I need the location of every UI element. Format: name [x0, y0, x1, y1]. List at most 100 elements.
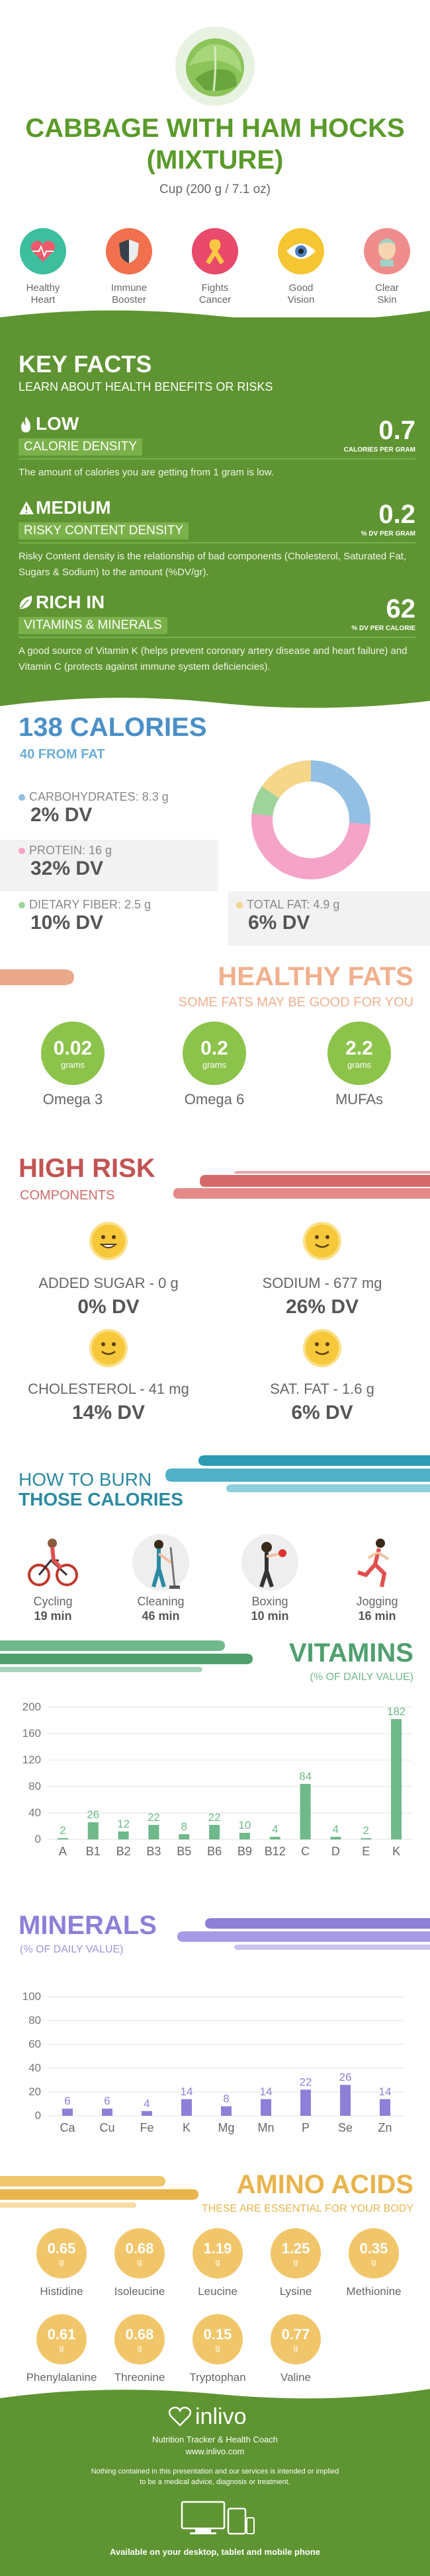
amino-unit: g	[371, 2257, 376, 2267]
amino-unit: g	[59, 2343, 64, 2353]
heart-icon	[20, 228, 66, 274]
amino-item: 0.65 g Histidine	[22, 2228, 101, 2298]
calories-title: 138 CALORIES	[19, 713, 207, 742]
amino-value-badge: 0.61 g	[36, 2314, 87, 2364]
fats-title: HEALTHY FATS	[218, 962, 413, 991]
risk-title: HIGH RISK	[19, 1154, 155, 1183]
y-tick-label: 80	[28, 2014, 41, 2027]
amino-banner-stripe	[0, 2176, 198, 2208]
bar-value-label: 10	[238, 1819, 251, 1831]
y-tick-label: 80	[28, 1780, 41, 1792]
fact-level: LOW	[36, 413, 79, 434]
risk-banner-stripe	[173, 1171, 430, 1199]
bar-K	[181, 2099, 192, 2116]
smiley-icon	[89, 1329, 128, 1367]
risk-dv: 26% DV	[285, 1296, 359, 1318]
fat-item-omega6: 0.2 grams	[183, 1022, 246, 1085]
bar-value-label: 4	[333, 1823, 339, 1835]
x-tick-label: P	[302, 2121, 310, 2134]
page-title: CABBAGE WITH HAM HOCKS (MIXTURE)	[0, 112, 430, 176]
shield-icon	[106, 228, 152, 274]
bar-value-label: 4	[144, 2097, 150, 2110]
fats-banner-stripe	[0, 969, 74, 985]
x-tick-label: B3	[146, 1845, 161, 1858]
fat-unit: grams	[60, 1059, 85, 1070]
risk-label: SODIUM - 677 mg	[262, 1275, 382, 1291]
amino-value: 0.61	[47, 2326, 76, 2343]
donut-slice-fat	[261, 760, 311, 799]
fact-label-row: RISKY CONTENT DENSITY	[19, 522, 415, 540]
carbs-dv: 2% DV	[30, 804, 93, 826]
bar-Ca	[62, 2109, 73, 2116]
amino-value: 0.15	[203, 2326, 232, 2343]
smiley-icon	[303, 1329, 341, 1367]
bar-value-label: 22	[208, 1811, 221, 1824]
ribbon-icon	[192, 228, 238, 274]
minerals-bar-chart: 0 20 40 60 80 100 6 Ca 6 Cu 4 Fe 14 K 8 Mg 14 Mn 22 P 26 Se 14…	[22, 1990, 405, 2134]
benefit-immune-booster: Immune Booster	[93, 228, 165, 306]
bar-A	[57, 1838, 68, 1839]
risk-label: ADDED SUGAR - 0 g	[38, 1275, 179, 1291]
amino-value-badge: 0.35 g	[349, 2228, 399, 2278]
protein-label: PROTEIN: 16 g	[29, 844, 112, 857]
bar-value-label: 26	[87, 1808, 99, 1821]
protein-row: PROTEIN: 16 g 32% DV	[0, 840, 218, 891]
amino-item: 0.68 g Isoleucine	[100, 2228, 179, 2298]
boxing-icon	[241, 1534, 298, 1591]
bar-value-label: 26	[339, 2071, 352, 2083]
amino-value-badge: 0.77 g	[271, 2314, 321, 2364]
calories-subtitle: 40 FROM FAT	[20, 747, 105, 762]
amino-name: Leucine	[198, 2285, 237, 2298]
bar-value-label: 22	[148, 1811, 160, 1824]
fat-value-badge: 0.2 grams	[183, 1022, 246, 1085]
bar-B9	[239, 1833, 250, 1839]
cabbage-image	[175, 26, 255, 106]
bar-Cu	[102, 2109, 112, 2116]
bar-P	[300, 2089, 311, 2116]
x-tick-label: Mn	[257, 2121, 274, 2134]
amino-value-badge: 1.25 g	[271, 2228, 321, 2278]
x-tick-label: B6	[207, 1845, 222, 1858]
bar-Mg	[221, 2106, 232, 2116]
x-tick-label: B1	[86, 1845, 101, 1858]
fat-value: 0.2	[200, 1037, 228, 1059]
amino-value: 0.68	[125, 2240, 154, 2257]
protein-dot	[19, 848, 25, 854]
footer-available: Available on your desktop, tablet and mo…	[109, 2547, 321, 2557]
amino-value: 0.77	[281, 2326, 310, 2343]
activity-time: 19 min	[34, 1609, 72, 1623]
donut-slice-fiber	[251, 786, 280, 816]
activity-name: Cycling	[33, 1595, 73, 1608]
benefit-clear-skin: Clear Skin	[351, 228, 423, 306]
amino-unit: g	[59, 2257, 64, 2267]
benefit-label: Clear	[375, 282, 399, 294]
carbs-dot	[19, 794, 25, 801]
y-tick-label: 100	[22, 1990, 41, 2003]
bar-value-label: 14	[260, 2085, 273, 2098]
bar-value-label: 14	[181, 2085, 193, 2098]
benefit-healthy-heart: Healthy Heart	[7, 228, 79, 306]
y-tick-label: 0	[35, 1833, 41, 1845]
footer-url[interactable]: www.inlivo.com	[185, 2446, 245, 2456]
y-tick-label: 60	[28, 2038, 41, 2050]
fact-value: 62	[386, 594, 416, 624]
amino-value: 1.19	[203, 2240, 232, 2257]
benefit-label: Skin	[377, 294, 397, 305]
fats-subtitle: SOME FATS MAY BE GOOD FOR YOU	[178, 995, 413, 1010]
vitamins-bar-chart: 0 40 80 120 160 200 2 A 26 B1 12 B2 22 B3 8 B5 22 B6 10 B9 4…	[22, 1701, 411, 1858]
fact-divider	[19, 542, 415, 543]
donut-slice-protein	[251, 813, 370, 879]
x-tick-label: A	[59, 1845, 67, 1858]
amino-grid: 0.65 g Histidine 0.68 g Isoleucine 1.19 g Leucin…	[0, 2228, 430, 2400]
x-tick-label: B12	[265, 1845, 286, 1858]
benefit-label: Fights	[201, 282, 229, 294]
fact-value: 0.7	[378, 416, 415, 445]
y-tick-label: 20	[28, 2085, 41, 2098]
x-tick-label: B9	[237, 1845, 252, 1858]
y-tick-label: 120	[22, 1753, 41, 1766]
amino-item: 1.19 g Leucine	[178, 2228, 257, 2298]
burn-title-line1: HOW TO BURN	[19, 1469, 152, 1490]
amino-value-badge: 0.68 g	[114, 2314, 165, 2364]
x-tick-label: Zn	[378, 2121, 392, 2134]
smiley-icon	[89, 1222, 128, 1260]
